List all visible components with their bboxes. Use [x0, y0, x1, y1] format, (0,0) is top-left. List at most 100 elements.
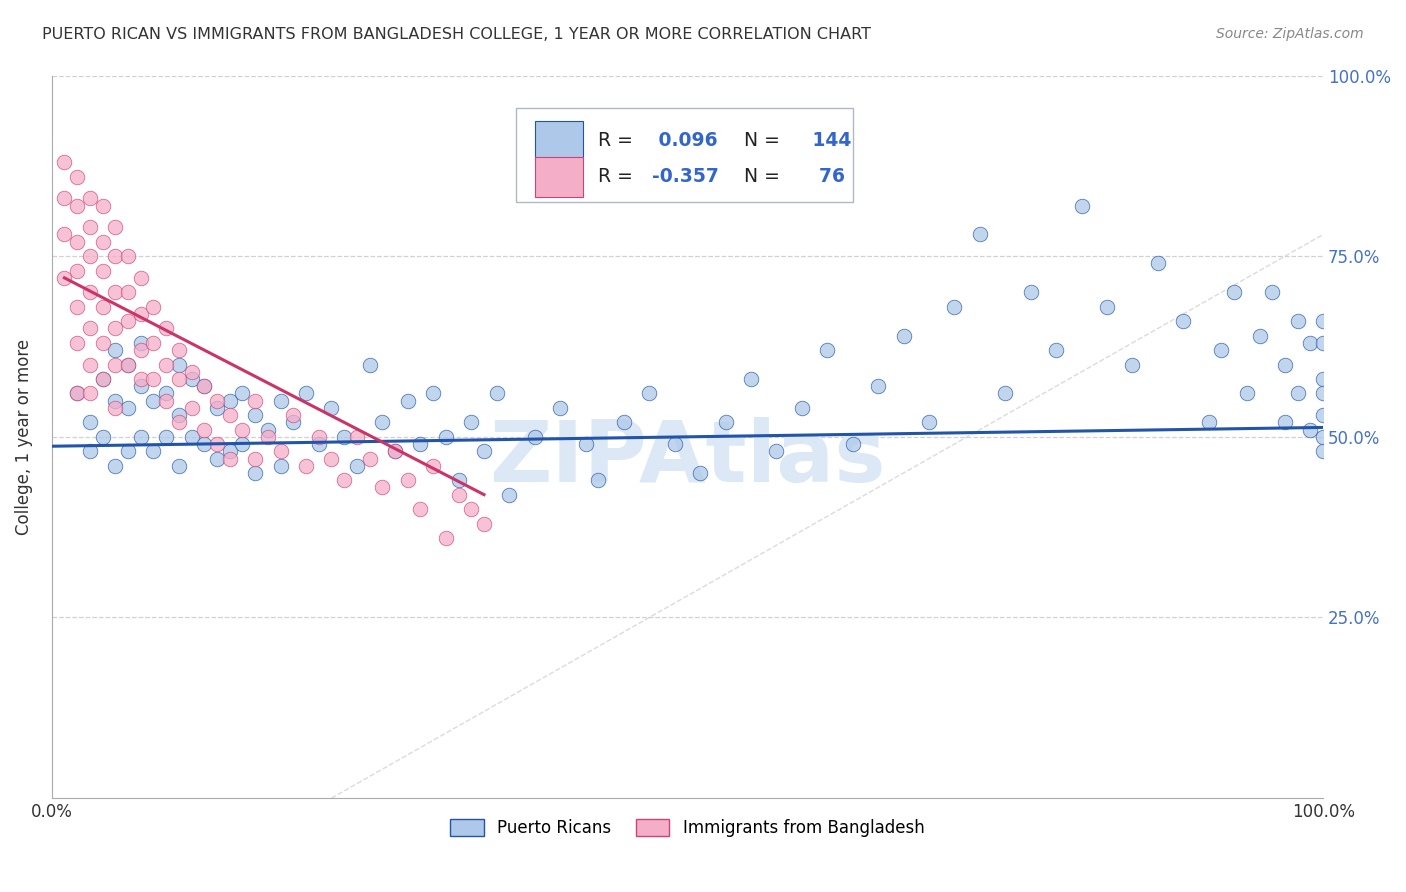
Text: N =: N = — [733, 131, 786, 150]
Point — [180, 401, 202, 415]
Point — [765, 444, 787, 458]
Point — [270, 393, 292, 408]
Point — [1147, 256, 1170, 270]
Point — [167, 358, 190, 372]
Point — [1312, 444, 1334, 458]
Point — [66, 386, 89, 401]
Point — [472, 516, 495, 531]
Point — [868, 379, 890, 393]
Point — [218, 408, 240, 422]
Point — [129, 335, 152, 350]
Point — [129, 307, 152, 321]
FancyBboxPatch shape — [534, 157, 583, 196]
Point — [1211, 343, 1233, 358]
Point — [918, 416, 941, 430]
Point — [346, 458, 368, 473]
Text: R =: R = — [599, 131, 640, 150]
Point — [79, 220, 101, 235]
Point — [333, 473, 356, 487]
Text: N =: N = — [733, 167, 786, 186]
Text: -0.357: -0.357 — [652, 167, 718, 186]
Point — [243, 451, 266, 466]
Point — [1299, 335, 1322, 350]
Point — [1312, 314, 1334, 328]
Point — [893, 328, 915, 343]
Point — [283, 408, 305, 422]
Point — [384, 444, 406, 458]
Point — [79, 321, 101, 335]
Point — [218, 451, 240, 466]
Point — [994, 386, 1017, 401]
Point — [257, 430, 280, 444]
Point — [53, 155, 76, 169]
Point — [1045, 343, 1067, 358]
Point — [1274, 416, 1296, 430]
Point — [371, 416, 394, 430]
Point — [790, 401, 813, 415]
Point — [155, 321, 177, 335]
Point — [613, 416, 636, 430]
Text: R =: R = — [599, 167, 640, 186]
Point — [308, 430, 330, 444]
Point — [409, 437, 432, 451]
Point — [243, 466, 266, 480]
Point — [1173, 314, 1195, 328]
Point — [346, 430, 368, 444]
Point — [104, 393, 127, 408]
Point — [321, 401, 343, 415]
Point — [434, 430, 457, 444]
Point — [243, 408, 266, 422]
Point — [689, 466, 711, 480]
Point — [104, 401, 127, 415]
Point — [460, 502, 482, 516]
Point — [167, 343, 190, 358]
Point — [359, 451, 381, 466]
Point — [1274, 358, 1296, 372]
Point — [1121, 358, 1143, 372]
Point — [142, 300, 165, 314]
Point — [117, 444, 139, 458]
Point — [142, 444, 165, 458]
Point — [1299, 423, 1322, 437]
Point — [396, 393, 419, 408]
Point — [270, 458, 292, 473]
Point — [66, 263, 89, 277]
Point — [205, 393, 228, 408]
FancyBboxPatch shape — [534, 120, 583, 161]
Point — [129, 430, 152, 444]
Point — [1312, 372, 1334, 386]
Point — [117, 401, 139, 415]
Text: 0.096: 0.096 — [652, 131, 717, 150]
Point — [104, 321, 127, 335]
Point — [205, 437, 228, 451]
Point — [205, 401, 228, 415]
Legend: Puerto Ricans, Immigrants from Bangladesh: Puerto Ricans, Immigrants from Banglades… — [444, 813, 931, 844]
Point — [1198, 416, 1220, 430]
Point — [638, 386, 661, 401]
Point — [1286, 314, 1309, 328]
Point — [129, 270, 152, 285]
Text: 144: 144 — [806, 131, 851, 150]
Point — [422, 386, 444, 401]
Point — [664, 437, 686, 451]
Point — [155, 393, 177, 408]
Point — [104, 249, 127, 263]
Point — [295, 386, 318, 401]
Point — [66, 300, 89, 314]
Point — [218, 444, 240, 458]
Text: PUERTO RICAN VS IMMIGRANTS FROM BANGLADESH COLLEGE, 1 YEAR OR MORE CORRELATION C: PUERTO RICAN VS IMMIGRANTS FROM BANGLADE… — [42, 27, 872, 42]
Point — [205, 451, 228, 466]
Point — [308, 437, 330, 451]
Point — [129, 343, 152, 358]
Point — [167, 416, 190, 430]
FancyBboxPatch shape — [516, 108, 852, 202]
Point — [104, 358, 127, 372]
Point — [155, 430, 177, 444]
Point — [66, 235, 89, 249]
Point — [588, 473, 610, 487]
Text: 76: 76 — [806, 167, 845, 186]
Text: Source: ZipAtlas.com: Source: ZipAtlas.com — [1216, 27, 1364, 41]
Point — [180, 365, 202, 379]
Point — [53, 191, 76, 205]
Point — [447, 488, 470, 502]
